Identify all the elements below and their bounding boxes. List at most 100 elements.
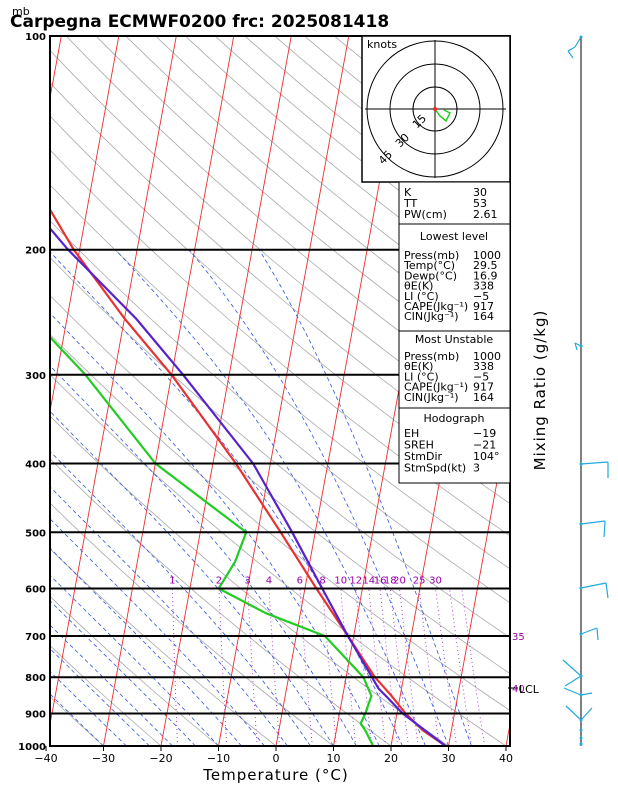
mixing-ratio-line bbox=[379, 588, 399, 746]
isotherm bbox=[160, 36, 292, 746]
wind-barb-point bbox=[579, 344, 583, 348]
wind-barb bbox=[603, 520, 606, 538]
isotherm bbox=[50, 36, 120, 414]
dry-adiabat bbox=[50, 548, 277, 746]
series-parcel bbox=[50, 226, 447, 746]
hodograph-stat-value: −21 bbox=[473, 439, 496, 452]
most-unstable-value: 1000 bbox=[473, 350, 501, 363]
pressure-tick-label: 900 bbox=[25, 710, 46, 721]
lowest-level-value: 1000 bbox=[473, 249, 501, 262]
wind-barb-point bbox=[579, 693, 583, 697]
index-table: K 30 TT 53 PW(cm) 2.61 Lowest level Press(mb)… bbox=[398, 181, 511, 484]
lowest-level-label: CAPE(Jkg⁻¹) bbox=[404, 300, 468, 313]
wind-barb bbox=[562, 659, 582, 677]
mixing-ratio-label: 18 bbox=[384, 575, 397, 586]
dry-adiabat bbox=[95, 36, 510, 384]
wind-barb-point bbox=[579, 586, 583, 590]
index-label: TT bbox=[403, 197, 418, 210]
temperature-tick-label: 0 bbox=[273, 752, 280, 765]
temperature-tick-label: 30 bbox=[442, 752, 456, 765]
most-unstable-heading: Most Unstable bbox=[415, 333, 494, 346]
wind-barb bbox=[574, 36, 582, 48]
lowest-level-value: 16.9 bbox=[473, 269, 498, 282]
wind-barb bbox=[580, 627, 598, 635]
mixing-ratio-label: 14 bbox=[362, 575, 375, 586]
pressure-tick-label: 400 bbox=[25, 459, 46, 470]
mixing-ratio-label: 1 bbox=[169, 575, 175, 586]
hodograph-stat-label: StmDir bbox=[404, 450, 443, 463]
dry-adiabat bbox=[50, 115, 510, 505]
dry-adiabat bbox=[50, 149, 510, 537]
wind-barb-column bbox=[562, 35, 609, 746]
most-unstable-value: 917 bbox=[473, 381, 494, 394]
isotherm bbox=[448, 408, 510, 746]
dry-adiabat bbox=[50, 220, 510, 604]
temperature-tick-label: 20 bbox=[384, 752, 398, 765]
wind-barb bbox=[564, 675, 582, 687]
lowest-level-value: 29.5 bbox=[473, 259, 498, 272]
lowest-level-label: Dewp(°C) bbox=[404, 269, 457, 282]
mixing-ratio-line bbox=[461, 588, 486, 746]
wind-barb-point bbox=[579, 674, 583, 678]
lowest-level-label: CIN(Jkg⁻¹) bbox=[404, 310, 459, 323]
index-value: 53 bbox=[473, 197, 487, 210]
dry-adiabat bbox=[184, 36, 510, 300]
temperature-tick-label: −30 bbox=[92, 752, 115, 765]
wind-barb bbox=[580, 461, 609, 465]
lowest-level-label: Press(mb) bbox=[404, 249, 459, 262]
dry-adiabat bbox=[214, 36, 510, 274]
wind-barb bbox=[567, 50, 574, 59]
most-unstable-value: −5 bbox=[473, 370, 489, 383]
dry-adiabat bbox=[50, 294, 510, 675]
index-value: 2.61 bbox=[473, 208, 498, 221]
series-temperature bbox=[50, 207, 447, 746]
dry-adiabat bbox=[155, 36, 510, 328]
most-unstable-label: LI (°C) bbox=[404, 370, 439, 383]
lowest-level-label: Temp(°C) bbox=[403, 259, 455, 272]
dry-adiabat bbox=[125, 36, 510, 355]
lowest-level-value: 164 bbox=[473, 310, 494, 323]
wind-barb-point bbox=[579, 632, 583, 636]
wind-barb bbox=[580, 692, 593, 696]
pressure-tick-label: 800 bbox=[25, 673, 46, 684]
most-unstable-label: θE(K) bbox=[404, 360, 433, 373]
wind-barb-point bbox=[579, 522, 583, 526]
hodograph-table-heading: Hodograph bbox=[424, 412, 485, 425]
pressure-tick-label: 100 bbox=[25, 32, 46, 43]
lowest-level-value: −5 bbox=[473, 290, 489, 303]
moist-adiabat bbox=[50, 693, 104, 746]
dry-adiabat bbox=[50, 333, 510, 712]
mixing-ratio-line bbox=[399, 588, 419, 746]
mixing-ratio-label: 4 bbox=[266, 575, 272, 586]
most-unstable-label: Press(mb) bbox=[404, 350, 459, 363]
mixing-ratio-label: 3 bbox=[245, 575, 251, 586]
x-axis-label: Temperature (°C) bbox=[202, 766, 348, 784]
mixing-ratio-line bbox=[418, 588, 440, 746]
moist-adiabat bbox=[50, 365, 357, 746]
lowest-level-label: θE(K) bbox=[404, 280, 433, 293]
wind-barb bbox=[567, 46, 576, 52]
moist-adiabat bbox=[50, 648, 150, 746]
mixing-ratio-label: 16 bbox=[374, 575, 387, 586]
mixing-ratio-line bbox=[449, 588, 472, 746]
dry-adiabat bbox=[50, 415, 450, 746]
mixing-ratio-label: 8 bbox=[319, 575, 325, 586]
most-unstable-value: 338 bbox=[473, 360, 494, 373]
hodograph-stat-label: StmSpd(kt) bbox=[404, 462, 466, 475]
temperature-tick-labels: −40 −30 −20 −10 0 10 20 30 40 bbox=[34, 746, 513, 765]
hodograph-stat-label: SREH bbox=[404, 439, 434, 452]
temperature-tick-label: −10 bbox=[207, 752, 230, 765]
hodograph-stat-value: 104° bbox=[473, 450, 500, 463]
dry-adiabat bbox=[50, 595, 220, 746]
unit-label: mb bbox=[12, 5, 30, 18]
wind-barb bbox=[580, 520, 606, 525]
mixing-ratio-axis-label: Mixing Ratio (g/kg) bbox=[531, 310, 549, 471]
mixing-ratio-label: 2 bbox=[216, 575, 222, 586]
mixing-ratio-label: 6 bbox=[297, 575, 303, 586]
dry-adiabat bbox=[50, 184, 510, 570]
wind-barb bbox=[574, 342, 578, 351]
mixing-ratio-line bbox=[389, 588, 409, 746]
mixing-ratio-label: 25 bbox=[413, 575, 426, 586]
lowest-level-heading: Lowest level bbox=[420, 230, 488, 243]
most-unstable-label: CAPE(Jkg⁻¹) bbox=[404, 381, 468, 394]
